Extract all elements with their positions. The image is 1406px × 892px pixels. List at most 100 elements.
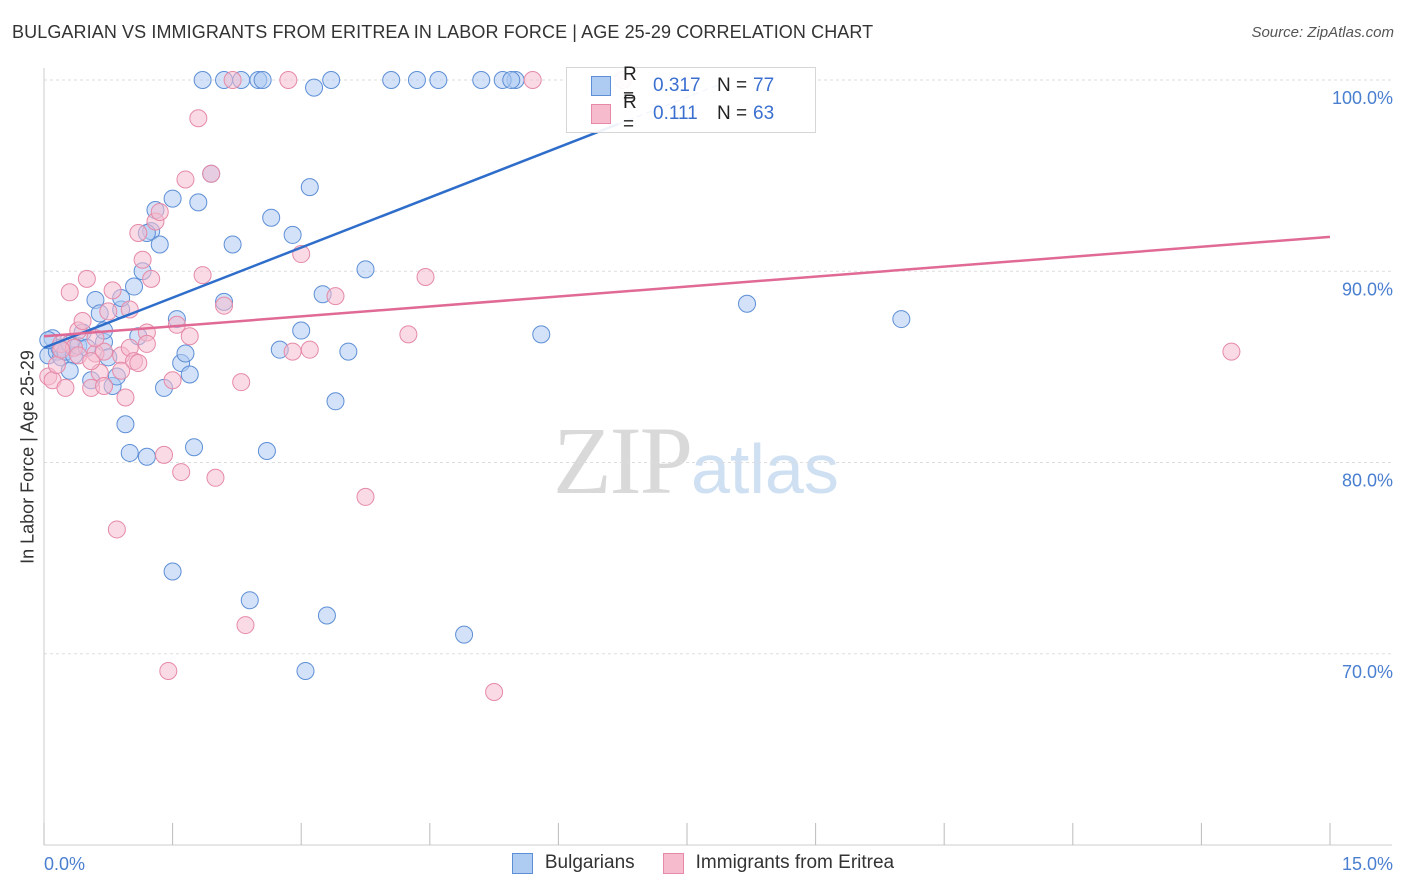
bulgarians-point bbox=[125, 277, 144, 296]
eritrea-point bbox=[116, 388, 135, 407]
bulgarians-point bbox=[356, 260, 375, 279]
bulgarians-point bbox=[163, 189, 182, 208]
grid-lines bbox=[44, 79, 1392, 655]
eritrea-point bbox=[236, 616, 255, 635]
bulgarians-point bbox=[326, 392, 345, 411]
bulgarians-point bbox=[257, 442, 276, 461]
bulgarians-point bbox=[150, 235, 169, 254]
legend-n-label: N = bbox=[717, 103, 748, 124]
bulgarians-point bbox=[189, 193, 208, 212]
eritrea-point bbox=[223, 71, 242, 89]
watermark-atlas: atlas bbox=[691, 430, 839, 508]
eritrea-point bbox=[133, 250, 152, 269]
bulgarians-point bbox=[292, 321, 311, 340]
eritrea-point bbox=[193, 266, 212, 285]
legend: R = 0.317 N = 77 R = 0.111 N = 63 bbox=[566, 64, 816, 135]
y-tick-label: 70.0% bbox=[1342, 662, 1393, 682]
eritrea-point bbox=[283, 342, 302, 361]
eritrea-point bbox=[95, 377, 114, 395]
bulgarians-point bbox=[253, 71, 272, 89]
eritrea-point bbox=[206, 468, 225, 487]
bulgarians-point bbox=[407, 71, 426, 89]
bulgarians-point bbox=[296, 661, 315, 680]
bulgarians-point bbox=[120, 443, 139, 462]
bulgarians-point bbox=[262, 208, 281, 227]
bulgarians-point bbox=[472, 71, 491, 89]
eritrea-point bbox=[86, 329, 105, 348]
eritrea-point bbox=[60, 283, 79, 302]
bulgarians-point bbox=[738, 294, 757, 313]
eritrea-point bbox=[95, 342, 114, 361]
eritrea-point bbox=[1222, 342, 1241, 361]
eritrea-points bbox=[39, 71, 1241, 701]
eritrea-point bbox=[399, 325, 418, 344]
chart-title: BULGARIAN VS IMMIGRANTS FROM ERITREA IN … bbox=[12, 22, 874, 42]
bulgarians-point bbox=[193, 71, 212, 89]
eritrea-point bbox=[300, 340, 319, 359]
bulgarians-label: Bulgarians bbox=[544, 852, 635, 873]
legend-r-value: 0.111 bbox=[653, 103, 698, 124]
bulgarians-swatch bbox=[511, 852, 533, 874]
eritrea-point bbox=[56, 378, 75, 397]
watermark-zip: ZIP bbox=[553, 407, 693, 514]
bulgarians-point bbox=[185, 438, 204, 457]
bulgarians-point bbox=[892, 310, 911, 329]
eritrea-point bbox=[180, 327, 199, 346]
eritrea-point bbox=[103, 281, 122, 300]
eritrea-point bbox=[47, 355, 66, 374]
bulgarians-point bbox=[176, 344, 195, 363]
bulgarians-point bbox=[322, 71, 341, 89]
legend-r-label: R = bbox=[623, 92, 637, 135]
legend-row-eritrea: R = 0.111 N = 63 bbox=[591, 92, 775, 135]
bulgarians-point bbox=[532, 325, 551, 344]
eritrea-point bbox=[82, 352, 101, 371]
eritrea-point bbox=[112, 361, 131, 380]
x-tick-label-min: 0.0% bbox=[44, 854, 85, 874]
eritrea-point bbox=[172, 463, 191, 482]
eritrea-point bbox=[155, 445, 174, 464]
bulgarians-point bbox=[339, 342, 358, 361]
eritrea-point bbox=[137, 334, 156, 353]
eritrea-point bbox=[416, 267, 435, 286]
bulgarians-point bbox=[163, 562, 182, 581]
bulgarians-point bbox=[300, 178, 319, 197]
eritrea-point bbox=[279, 71, 298, 89]
eritrea-point bbox=[99, 302, 118, 321]
legend-swatch-pink bbox=[591, 104, 611, 124]
bulgarians-point bbox=[180, 365, 199, 384]
bulgarians-point bbox=[305, 78, 324, 97]
eritrea-swatch bbox=[662, 852, 684, 874]
watermark: ZIPatlas bbox=[553, 405, 839, 516]
y-axis-label-text: In Labor Force | Age 25-29 bbox=[17, 350, 38, 564]
source-label: Source: ZipAtlas.com bbox=[1251, 24, 1394, 41]
bottom-legend: Bulgarians Immigrants from Eritrea bbox=[0, 852, 1406, 874]
bulgarians-point bbox=[137, 447, 156, 466]
eritrea-point bbox=[150, 202, 169, 221]
bulgarians-point bbox=[283, 225, 302, 244]
bulgarians-trend-line bbox=[43, 122, 619, 349]
legend-n-value: 63 bbox=[753, 103, 775, 124]
y-tick-label: 100.0% bbox=[1332, 88, 1393, 108]
eritrea-point bbox=[485, 683, 504, 701]
eritrea-point bbox=[142, 269, 161, 288]
tick-labels: 70.0% 80.0% 90.0% 100.0% 0.0% 15.0% bbox=[44, 88, 1393, 874]
x-tick-label-max: 15.0% bbox=[1342, 854, 1393, 874]
bottom-legend-eritrea[interactable]: Immigrants from Eritrea bbox=[662, 852, 895, 874]
eritrea-label: Immigrants from Eritrea bbox=[695, 852, 895, 873]
eritrea-point bbox=[107, 520, 126, 539]
bottom-legend-bulgarians[interactable]: Bulgarians bbox=[511, 852, 635, 874]
eritrea-point bbox=[73, 311, 92, 330]
eritrea-point bbox=[356, 487, 375, 506]
eritrea-point bbox=[77, 269, 96, 288]
eritrea-point bbox=[129, 224, 148, 242]
legend-n-value: 77 bbox=[753, 75, 775, 96]
bulgarians-point bbox=[382, 71, 401, 89]
legend-r-value: 0.317 bbox=[653, 75, 701, 96]
legend-swatch-blue bbox=[591, 76, 611, 96]
bulgarians-point bbox=[116, 415, 135, 434]
eritrea-point bbox=[523, 71, 542, 89]
eritrea-trend-line bbox=[43, 235, 1331, 338]
eritrea-point bbox=[326, 287, 345, 306]
y-tick-label: 90.0% bbox=[1342, 279, 1393, 299]
